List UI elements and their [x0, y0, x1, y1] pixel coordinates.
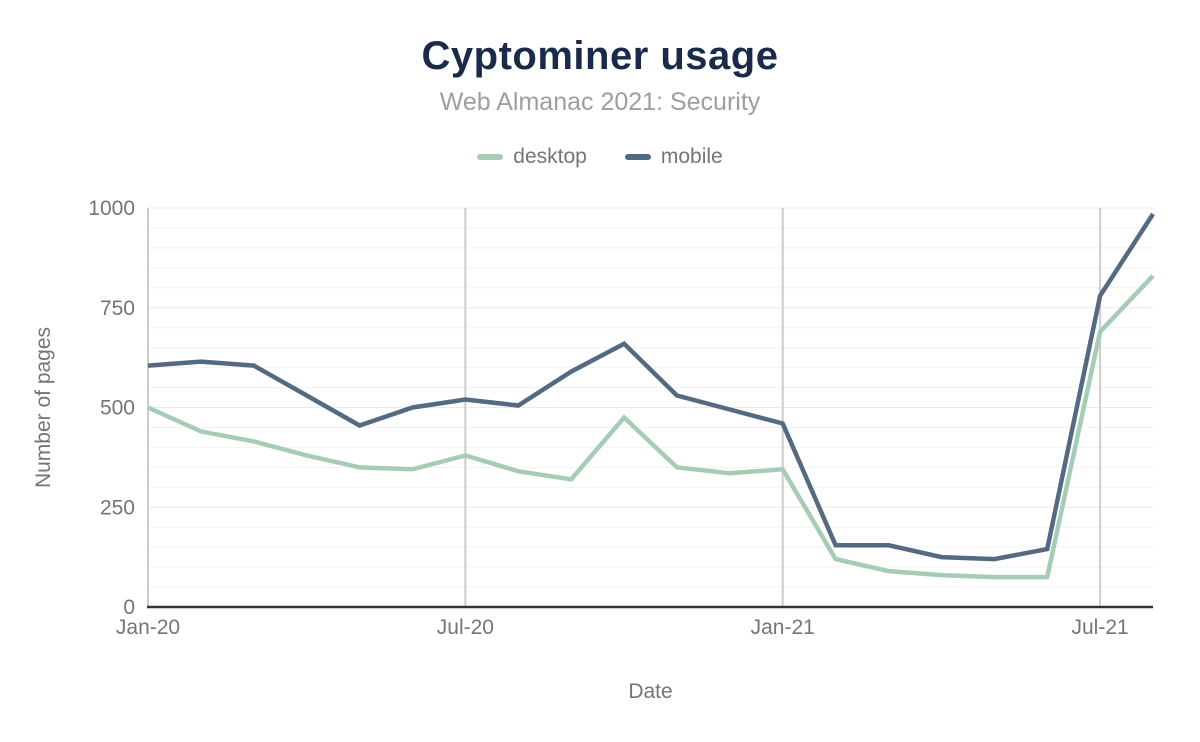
legend-item-mobile-label: mobile	[660, 145, 723, 168]
mobile-legend-swatch	[624, 154, 651, 160]
y-tick-label-750: 750	[100, 297, 135, 320]
chart-plot: 0 250 500 750 1000 Jan-20 Jul-20 Jan-21 Jul-21 Nu…	[32, 197, 1155, 703]
y-tick-label-0: 0	[123, 596, 135, 619]
chart-subtitle: Web Almanac 2021: Security	[439, 88, 761, 116]
legend-item-desktop: desktop	[477, 145, 587, 169]
y-tick-label-1000: 1000	[88, 197, 135, 220]
legend-item-mobile: mobile	[624, 145, 723, 169]
x-tick-label-Jul-21: Jul-21	[1072, 616, 1129, 639]
x-axis-title: Date	[628, 680, 672, 703]
y-tick-label-250: 250	[100, 496, 135, 519]
legend-item-desktop-label: desktop	[513, 145, 587, 168]
chart-title: Cyptominer usage	[421, 34, 779, 78]
desktop-legend-swatch	[477, 154, 504, 160]
series-desktop-line	[147, 274, 1155, 580]
series-mobile-line	[147, 212, 1155, 562]
legend: desktop mobile	[0, 145, 1200, 169]
x-tick-label-Jul-20: Jul-20	[437, 616, 494, 639]
x-tick-label-Jan-20: Jan-20	[116, 616, 180, 639]
y-axis-title: Number of pages	[32, 327, 55, 488]
y-tick-label-500: 500	[100, 397, 135, 420]
x-tick-label-Jan-21: Jan-21	[751, 616, 815, 639]
